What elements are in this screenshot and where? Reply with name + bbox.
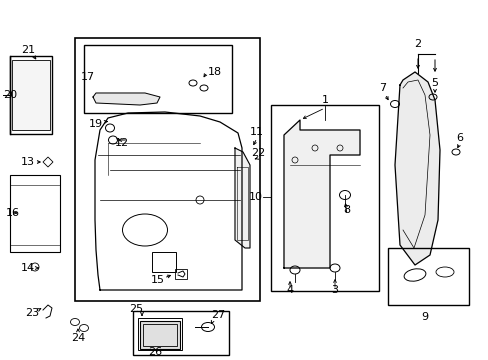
Polygon shape xyxy=(93,93,160,105)
Text: 5: 5 xyxy=(430,78,438,88)
Text: 7: 7 xyxy=(379,83,386,93)
Text: 18: 18 xyxy=(207,67,222,77)
Bar xyxy=(10,56,52,134)
Text: 17: 17 xyxy=(81,72,95,82)
Text: 3: 3 xyxy=(331,285,338,295)
Text: 11: 11 xyxy=(249,127,264,137)
Bar xyxy=(10,175,60,252)
Bar xyxy=(270,105,378,291)
Text: 20: 20 xyxy=(3,90,17,100)
Text: 10: 10 xyxy=(248,192,263,202)
Text: 14: 14 xyxy=(21,263,35,273)
Text: 23: 23 xyxy=(25,308,39,318)
Text: 6: 6 xyxy=(456,133,463,143)
Text: 15: 15 xyxy=(151,275,164,285)
Text: 9: 9 xyxy=(421,312,427,322)
Text: 8: 8 xyxy=(343,205,350,215)
Polygon shape xyxy=(394,72,439,265)
Bar xyxy=(138,318,182,350)
Text: 13: 13 xyxy=(21,157,35,167)
Bar xyxy=(12,60,50,130)
Bar xyxy=(133,311,228,355)
Text: 26: 26 xyxy=(148,347,162,357)
Text: 22: 22 xyxy=(250,148,264,158)
Bar xyxy=(75,38,260,301)
Text: 4: 4 xyxy=(286,285,293,295)
Bar xyxy=(152,252,176,272)
Text: 2: 2 xyxy=(414,39,421,49)
Text: 24: 24 xyxy=(71,333,85,343)
Text: 1: 1 xyxy=(321,95,328,105)
Text: 27: 27 xyxy=(210,310,224,320)
Polygon shape xyxy=(284,120,359,268)
Text: 16: 16 xyxy=(6,208,20,218)
Text: 19: 19 xyxy=(89,119,103,129)
Text: 21: 21 xyxy=(21,45,35,55)
Bar xyxy=(175,269,186,279)
Bar xyxy=(84,45,231,113)
Bar xyxy=(387,248,468,305)
Bar xyxy=(140,321,180,349)
Bar xyxy=(142,324,177,346)
Polygon shape xyxy=(235,148,249,248)
Text: 25: 25 xyxy=(129,304,143,314)
Text: 12: 12 xyxy=(115,138,129,148)
